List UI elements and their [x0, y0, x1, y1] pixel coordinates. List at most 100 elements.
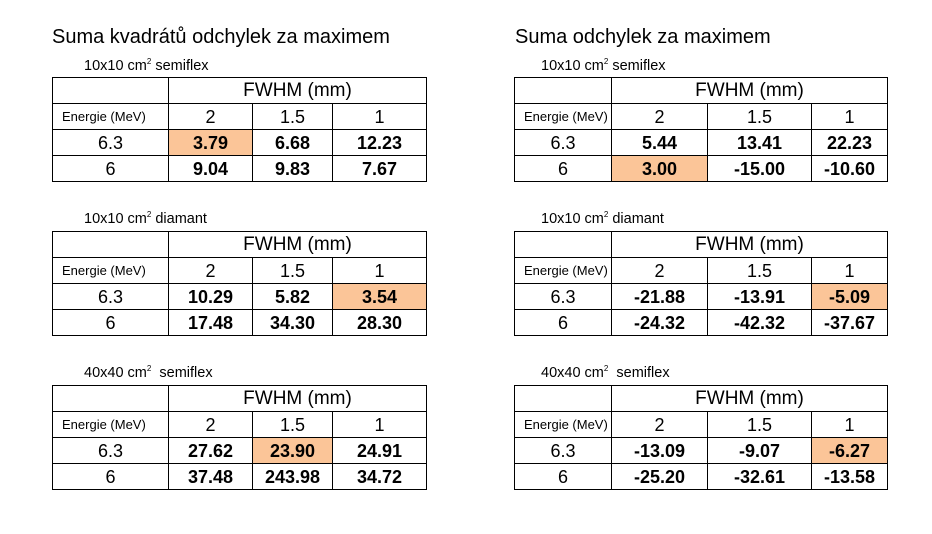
- table-header-row: FWHM (mm): [514, 231, 888, 258]
- energy-header: Energie (MeV): [52, 411, 169, 438]
- highlighted-value-cell: -6.27: [811, 437, 888, 464]
- table-subheader-row: Energie (MeV) 2 1.5 1: [514, 103, 888, 130]
- empty-corner-cell: [52, 77, 169, 104]
- value-cell: 5.44: [611, 129, 708, 156]
- fwhm-value-header: 2: [168, 103, 253, 130]
- highlighted-value-cell: 3.00: [611, 155, 708, 182]
- fwhm-value-header: 1.5: [707, 103, 812, 130]
- value-cell: 22.23: [811, 129, 888, 156]
- table-row: 6.3 -13.09 -9.07 -6.27: [514, 437, 888, 464]
- highlighted-value-cell: 23.90: [252, 437, 333, 464]
- fwhm-header: FWHM (mm): [168, 231, 427, 258]
- energy-cell: 6.3: [514, 129, 612, 156]
- fwhm-header: FWHM (mm): [168, 77, 427, 104]
- energy-cell: 6: [514, 309, 612, 336]
- fwhm-value-header: 1: [811, 411, 888, 438]
- caption-text: 40x40 cm: [84, 365, 147, 381]
- right-table-0: FWHM (mm) Energie (MeV) 2 1.5 1 6.3 5.44 13.41 2…: [514, 77, 888, 182]
- energy-header: Energie (MeV): [52, 257, 169, 284]
- right-column-title: Suma odchylek za maximem: [515, 26, 771, 48]
- value-cell: 10.29: [168, 283, 253, 310]
- caption-superscript: 2: [146, 57, 152, 66]
- table-header-row: FWHM (mm): [52, 77, 427, 104]
- energy-header: Energie (MeV): [514, 103, 612, 130]
- energy-cell: 6: [52, 463, 169, 490]
- value-cell: 9.83: [252, 155, 333, 182]
- empty-corner-cell: [52, 231, 169, 258]
- table-row: 6 -24.32 -42.32 -37.67: [514, 309, 888, 336]
- energy-cell: 6: [514, 463, 612, 490]
- caption-text: 10x10 cm: [541, 211, 604, 227]
- energy-cell: 6.3: [52, 283, 169, 310]
- fwhm-value-header: 2: [611, 257, 708, 284]
- value-cell: 37.48: [168, 463, 253, 490]
- caption-suffix: semiflex: [151, 58, 209, 74]
- table-subheader-row: Energie (MeV) 2 1.5 1: [52, 103, 427, 130]
- table-row: 6 3.00 -15.00 -10.60: [514, 155, 888, 182]
- left-table-2: FWHM (mm) Energie (MeV) 2 1.5 1 6.3 27.62 23.90…: [52, 385, 427, 490]
- table-subheader-row: Energie (MeV) 2 1.5 1: [514, 257, 888, 284]
- left-table-0: FWHM (mm) Energie (MeV) 2 1.5 1 6.3 3.79 6.68 12…: [52, 77, 427, 182]
- value-cell: 12.23: [332, 129, 427, 156]
- value-cell: 24.91: [332, 437, 427, 464]
- caption-superscript: 2: [146, 364, 152, 373]
- value-cell: 28.30: [332, 309, 427, 336]
- value-cell: 6.68: [252, 129, 333, 156]
- fwhm-header: FWHM (mm): [611, 231, 888, 258]
- empty-corner-cell: [514, 77, 612, 104]
- energy-cell: 6: [52, 309, 169, 336]
- value-cell: -21.88: [611, 283, 708, 310]
- right-table-2-caption: 40x40 cm2 semiflex: [541, 364, 670, 381]
- energy-header: Energie (MeV): [514, 257, 612, 284]
- fwhm-value-header: 1.5: [707, 257, 812, 284]
- caption-text: 10x10 cm: [84, 58, 147, 74]
- table-subheader-row: Energie (MeV) 2 1.5 1: [52, 257, 427, 284]
- right-table-2: FWHM (mm) Energie (MeV) 2 1.5 1 6.3 -13.09 -9.0…: [514, 385, 888, 490]
- fwhm-header: FWHM (mm): [611, 385, 888, 412]
- empty-corner-cell: [52, 385, 169, 412]
- value-cell: 34.72: [332, 463, 427, 490]
- energy-cell: 6.3: [514, 437, 612, 464]
- table-row: 6.3 27.62 23.90 24.91: [52, 437, 427, 464]
- value-cell: 13.41: [707, 129, 812, 156]
- caption-suffix: semiflex: [151, 365, 213, 381]
- fwhm-value-header: 1.5: [707, 411, 812, 438]
- energy-header: Energie (MeV): [514, 411, 612, 438]
- caption-suffix: semiflex: [608, 58, 666, 74]
- caption-suffix: diamant: [608, 211, 664, 227]
- highlighted-value-cell: 3.79: [168, 129, 253, 156]
- energy-cell: 6.3: [52, 437, 169, 464]
- table-header-row: FWHM (mm): [52, 231, 427, 258]
- table-header-row: FWHM (mm): [514, 385, 888, 412]
- empty-corner-cell: [514, 231, 612, 258]
- fwhm-value-header: 1: [332, 103, 427, 130]
- empty-corner-cell: [514, 385, 612, 412]
- caption-superscript: 2: [603, 57, 609, 66]
- table-subheader-row: Energie (MeV) 2 1.5 1: [514, 411, 888, 438]
- energy-cell: 6: [52, 155, 169, 182]
- caption-text: 10x10 cm: [541, 58, 604, 74]
- fwhm-value-header: 1: [332, 257, 427, 284]
- left-table-1: FWHM (mm) Energie (MeV) 2 1.5 1 6.3 10.29 5.82 3…: [52, 231, 427, 336]
- value-cell: 7.67: [332, 155, 427, 182]
- caption-suffix: semiflex: [608, 365, 670, 381]
- fwhm-value-header: 1: [811, 257, 888, 284]
- right-table-1: FWHM (mm) Energie (MeV) 2 1.5 1 6.3 -21.88 -13.…: [514, 231, 888, 336]
- value-cell: 5.82: [252, 283, 333, 310]
- caption-superscript: 2: [603, 364, 609, 373]
- left-table-1-caption: 10x10 cm2 diamant: [84, 210, 207, 227]
- fwhm-value-header: 1: [811, 103, 888, 130]
- fwhm-value-header: 1: [332, 411, 427, 438]
- value-cell: 34.30: [252, 309, 333, 336]
- table-header-row: FWHM (mm): [52, 385, 427, 412]
- energy-cell: 6.3: [52, 129, 169, 156]
- fwhm-value-header: 1.5: [252, 103, 333, 130]
- fwhm-value-header: 2: [611, 103, 708, 130]
- fwhm-header: FWHM (mm): [168, 385, 427, 412]
- left-table-0-caption: 10x10 cm2 semiflex: [84, 57, 209, 74]
- value-cell: -37.67: [811, 309, 888, 336]
- table-header-row: FWHM (mm): [514, 77, 888, 104]
- table-row: 6 -25.20 -32.61 -13.58: [514, 463, 888, 490]
- highlighted-value-cell: -5.09: [811, 283, 888, 310]
- left-column-title: Suma kvadrátů odchylek za maximem: [52, 26, 390, 48]
